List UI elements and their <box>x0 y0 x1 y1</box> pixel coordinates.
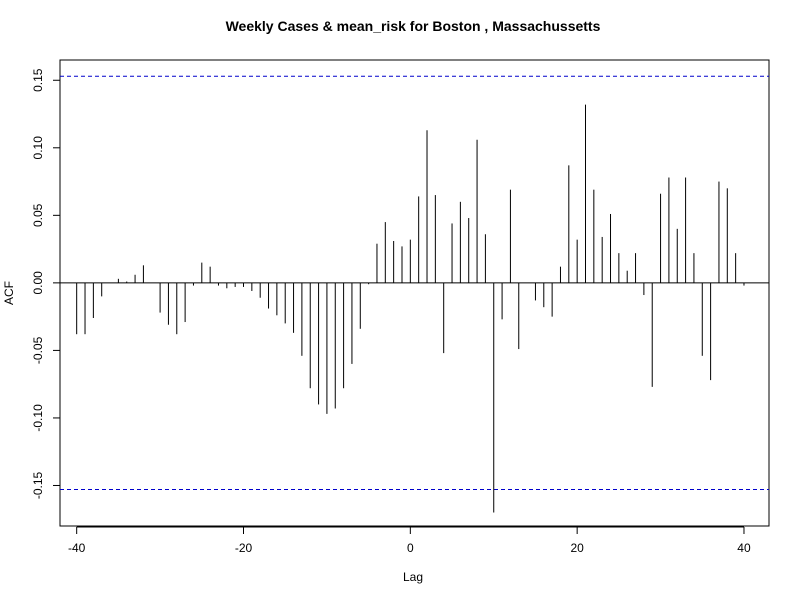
y-axis: -0.15 -0.10 -0.05 0.00 0.05 0.10 0.15 <box>31 68 61 499</box>
x-tick-label: 20 <box>570 541 584 555</box>
y-tick-label: 0.00 <box>31 271 45 295</box>
plot-frame <box>59 59 770 527</box>
chart-title: Weekly Cases & mean_risk for Boston , Ma… <box>226 18 601 34</box>
y-tick-label: 0.15 <box>31 68 45 92</box>
y-axis-label: ACF <box>2 281 16 305</box>
y-tick-label: -0.05 <box>31 336 45 364</box>
y-tick-label: 0.05 <box>31 203 45 227</box>
y-tick-label: -0.15 <box>31 471 45 499</box>
x-tick-label: 0 <box>407 541 414 555</box>
acf-bars <box>76 104 745 513</box>
x-axis-label: Lag <box>403 570 423 584</box>
confidence-bounds <box>60 75 769 491</box>
x-axis: -40 -20 0 20 40 <box>68 526 751 555</box>
y-tick-label: -0.10 <box>31 404 45 432</box>
x-tick-label: -20 <box>235 541 253 555</box>
x-tick-label: 40 <box>737 541 751 555</box>
y-tick-label: 0.10 <box>31 136 45 160</box>
x-tick-label: -40 <box>68 541 86 555</box>
